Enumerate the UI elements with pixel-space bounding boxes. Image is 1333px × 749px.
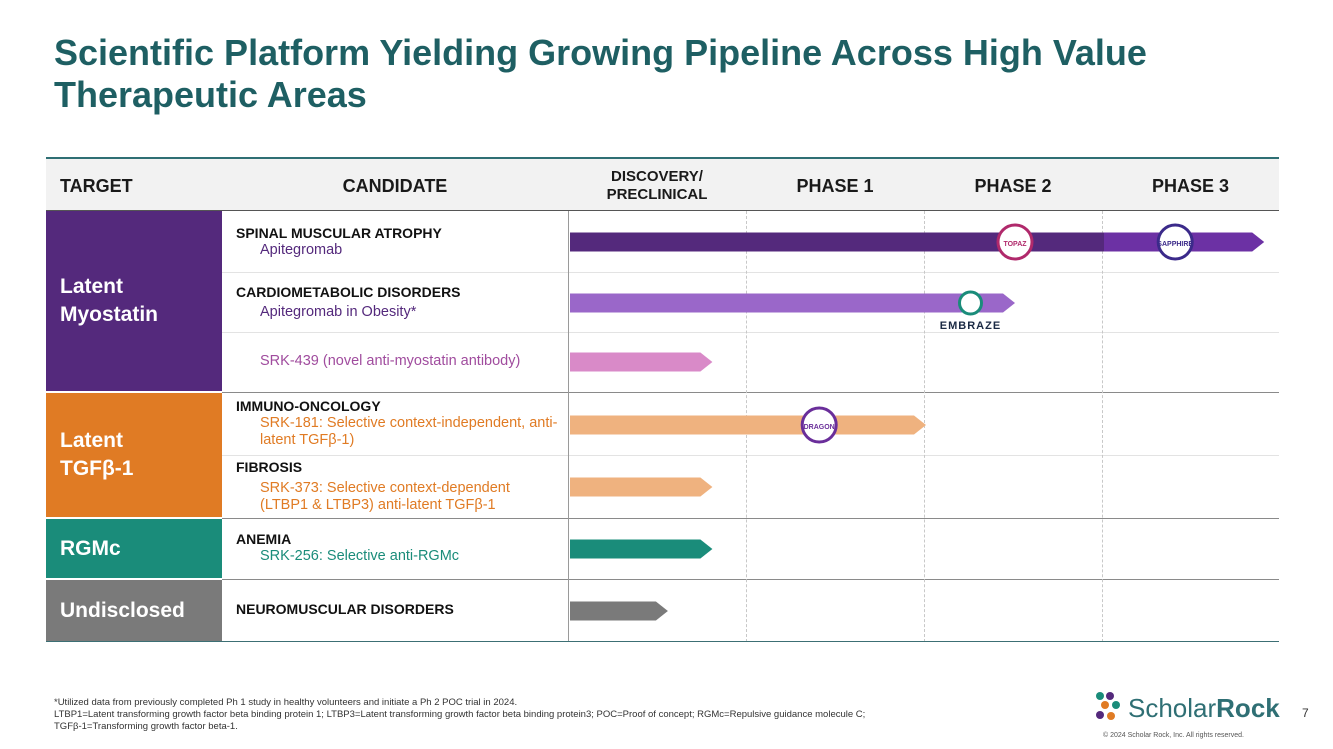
category-anemia: ANEMIA [236, 531, 292, 547]
trial-label-topaz: TOPAZ [1003, 241, 1027, 248]
trial-dragon-icon [800, 406, 838, 444]
header-discovery: DISCOVERY/ PRECLINICAL [606, 168, 708, 203]
group-divider [222, 579, 1279, 580]
trial-embraze-icon [958, 290, 983, 316]
candidate-apitegromab-obesity: Apitegromab in Obesity* [260, 304, 417, 320]
trial-label-dragon: DRAGON [804, 424, 835, 431]
category-neuromuscular: NEUROMUSCULAR DISORDERS [236, 601, 454, 617]
footnote-2: LTBP1=Latent transforming growth factor … [54, 709, 866, 720]
brand-name: ScholarRock [1128, 693, 1280, 724]
table-header: TARGET CANDIDATE DISCOVERY/ PRECLINICAL … [46, 157, 1279, 211]
trial-label-embraze: EMBRAZE [940, 320, 1001, 332]
footnote-3: TGFβ-1=Transforming growth factor beta-1… [54, 721, 238, 732]
category-sma: SPINAL MUSCULAR ATROPHY [236, 225, 442, 241]
footnote-1: *Utilized data from previously completed… [54, 697, 518, 708]
scholar-rock-logo-icon [1096, 692, 1120, 720]
target-latent-myostatin: Latent Myostatin [46, 211, 222, 391]
pipeline-bar-arrow [570, 415, 926, 435]
trial-sapphire-icon [1156, 223, 1194, 261]
category-immuno-oncology: IMMUNO-ONCOLOGY [236, 398, 381, 414]
table-bottom-rule [46, 641, 1279, 642]
pipeline-bar-arrow [570, 293, 1015, 313]
trial-label-sapphire: SAPPHIRE [1157, 241, 1193, 248]
candidate-srk181: SRK-181: Selective context-independent, … [260, 415, 558, 448]
row-divider [222, 332, 1279, 333]
target-label: Latent Myostatin [60, 275, 159, 326]
pipeline-table: TARGET CANDIDATE DISCOVERY/ PRECLINICAL … [46, 157, 1279, 642]
group-divider [222, 518, 1279, 519]
target-rgmc: RGMc [46, 519, 222, 578]
phase-divider [924, 211, 925, 642]
pipeline-bar-arrow [570, 352, 713, 372]
brand-name-light: Scholar [1128, 693, 1217, 723]
candidate-apitegromab: Apitegromab [260, 242, 343, 258]
candidate-srk439: SRK-439 (novel anti-myostatin antibody) [260, 353, 521, 369]
pipeline-bar-arrow [570, 477, 713, 497]
header-phase2: PHASE 2 [974, 176, 1052, 196]
category-cardiometabolic: CARDIOMETABOLIC DISORDERS [236, 284, 461, 300]
category-fibrosis: FIBROSIS [236, 459, 303, 475]
copyright: © 2024 Scholar Rock, Inc. All rights res… [1103, 732, 1244, 739]
phase-divider [1102, 211, 1103, 642]
target-label: Undisclosed [60, 598, 185, 622]
header-phase3: PHASE 3 [1151, 176, 1230, 196]
group-divider [222, 392, 1279, 393]
pipeline-bar-arrow [570, 601, 668, 621]
target-label: RGMc [60, 536, 121, 560]
target-label: Latent TGFβ-1 [60, 429, 134, 480]
page-title: Scientific Platform Yielding Growing Pip… [54, 32, 1147, 115]
candidate-srk256: SRK-256: Selective anti-RGMc [260, 548, 460, 564]
candidate-srk373: SRK-373: Selective context-dependent (LT… [260, 480, 510, 513]
header-target: TARGET [60, 176, 133, 196]
row-divider [222, 455, 1279, 456]
pipeline-bars: TOPAZ SAPPHIRE EMBRAZE DRAGON [570, 223, 1265, 621]
trial-topaz-icon [996, 223, 1034, 261]
candidate-divider [568, 211, 569, 642]
brand-name-bold: Rock [1216, 693, 1280, 723]
row-divider [222, 272, 1279, 273]
header-phase1: PHASE 1 [796, 176, 874, 196]
header-candidate: CANDIDATE [342, 176, 448, 196]
target-latent-tgfb1: Latent TGFβ-1 [46, 393, 222, 517]
pipeline-bar-segment [570, 232, 1104, 252]
target-undisclosed: Undisclosed [46, 580, 222, 641]
pipeline-bar-arrow [570, 539, 713, 559]
page-number: 7 [1302, 706, 1309, 720]
